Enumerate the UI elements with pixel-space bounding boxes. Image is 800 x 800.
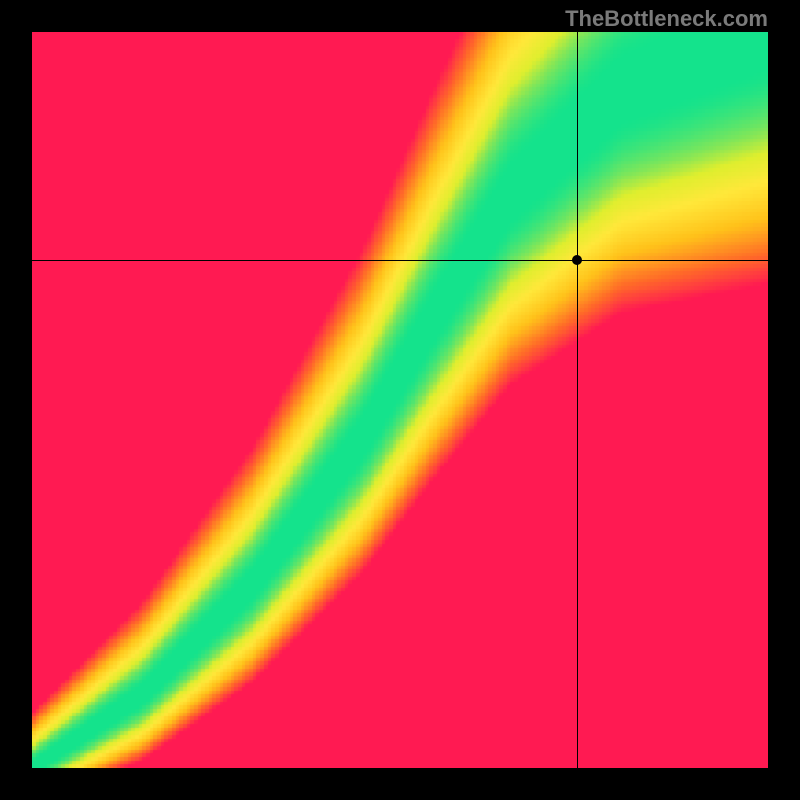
bottleneck-heatmap [32,32,768,768]
heatmap-canvas [32,32,768,768]
watermark-text: TheBottleneck.com [565,6,768,32]
